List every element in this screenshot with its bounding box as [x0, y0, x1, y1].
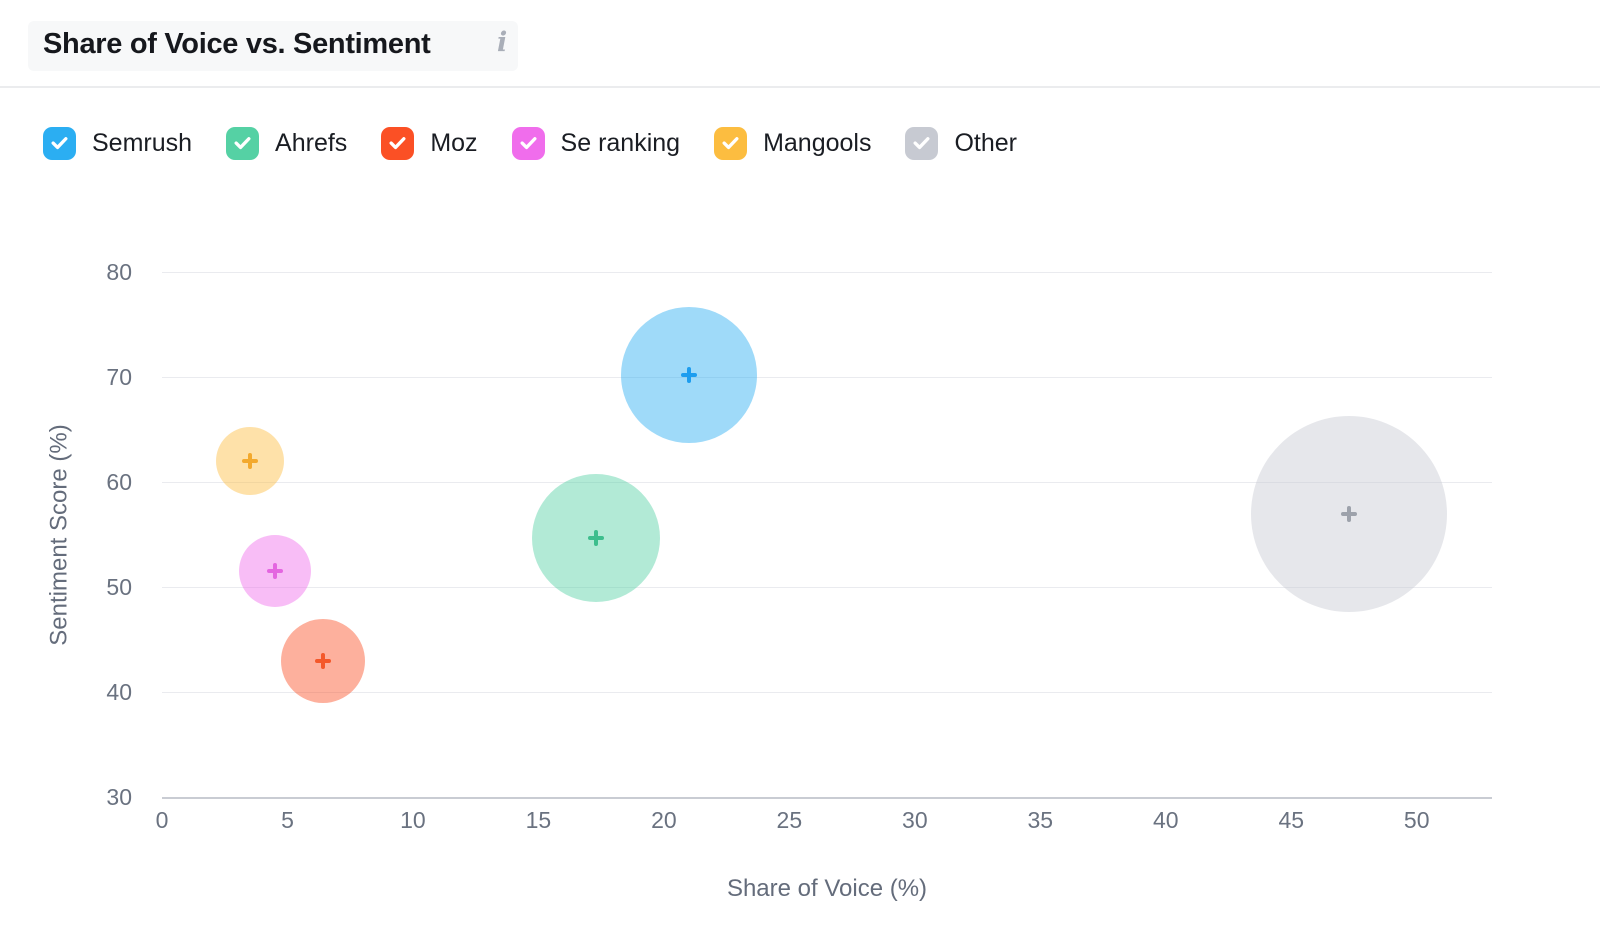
x-tick-label-20: 20: [651, 807, 677, 833]
gridline-y70: [162, 377, 1492, 378]
legend-label: Semrush: [92, 129, 193, 157]
y-tick-label-50: 50: [106, 574, 132, 600]
legend-item-semrush[interactable]: Semrush: [43, 127, 192, 160]
x-tick-label-10: 10: [400, 807, 426, 833]
legend-label: Moz: [430, 129, 478, 157]
legend-item-ahrefs[interactable]: Ahrefs: [226, 127, 347, 160]
checkbox-checked-icon[interactable]: [511, 127, 545, 160]
bubble-se-ranking[interactable]: [238, 535, 311, 608]
y-axis-title: Sentiment Score (%): [46, 423, 74, 646]
x-tick-label-15: 15: [525, 807, 552, 833]
x-tick-label-30: 30: [902, 807, 928, 833]
x-axis-baseline: [162, 797, 1492, 799]
x-tick-label-35: 35: [1027, 807, 1054, 833]
checkbox-checked-icon[interactable]: [381, 127, 415, 160]
plus-marker-icon: [266, 563, 283, 580]
plus-marker-icon: [588, 529, 605, 546]
y-axis-title-wrap: Sentiment Score (%): [44, 272, 76, 797]
info-icon[interactable]: i: [497, 27, 508, 58]
y-tick-label-80: 80: [106, 259, 132, 285]
page-title: Share of Voice vs. Sentiment: [43, 28, 431, 60]
plot-area: Share of Voice (%) 30 40 50 60 70 80 0 5 10 15 20 2…: [106, 259, 1492, 902]
y-tick-label-60: 60: [106, 469, 132, 495]
legend-label: Se ranking: [560, 129, 681, 157]
legend: Semrush Ahrefs Moz Se ranking Mangools Other: [43, 127, 1017, 160]
plus-marker-icon: [680, 366, 697, 383]
checkbox-checked-icon[interactable]: [43, 127, 76, 160]
legend-label: Mangools: [763, 129, 872, 157]
bubble-mangools[interactable]: [215, 427, 284, 495]
legend-label: Other: [954, 129, 1018, 157]
gridline-y50: [162, 587, 1492, 588]
legend-item-other[interactable]: Other: [905, 127, 1017, 160]
plus-marker-icon: [314, 652, 331, 669]
x-tick-label-40: 40: [1152, 807, 1179, 833]
bubble-other[interactable]: [1250, 415, 1447, 612]
y-tick-label-40: 40: [106, 679, 132, 705]
title-highlight: [28, 21, 518, 71]
gridline-y40: [162, 692, 1492, 693]
x-tick-label-50: 50: [1403, 807, 1430, 833]
legend-label: Ahrefs: [275, 129, 348, 157]
gridline-y60: [162, 482, 1492, 483]
legend-item-moz[interactable]: Moz: [381, 127, 478, 160]
legend-item-se-ranking[interactable]: Se ranking: [511, 127, 681, 160]
checkbox-checked-icon[interactable]: [714, 127, 748, 160]
header-divider: [0, 86, 1600, 88]
x-tick-label-0: 0: [155, 807, 169, 833]
bubble-moz[interactable]: [280, 618, 365, 703]
x-tick-label-45: 45: [1278, 807, 1305, 833]
plus-marker-icon: [241, 453, 258, 469]
checkbox-checked-icon[interactable]: [226, 127, 260, 160]
x-tick-label-5: 5: [281, 807, 294, 833]
bubble-ahrefs[interactable]: [532, 473, 661, 602]
x-axis-title: Share of Voice (%): [726, 875, 928, 902]
plus-marker-icon: [1340, 505, 1357, 522]
x-tick-label-25: 25: [776, 807, 803, 833]
checkbox-checked-icon[interactable]: [905, 127, 939, 160]
gridline-y80: [162, 272, 1492, 273]
y-tick-label-30: 30: [106, 784, 132, 810]
bubble-semrush[interactable]: [620, 306, 757, 443]
y-tick-label-70: 70: [106, 364, 132, 390]
legend-item-mangools[interactable]: Mangools: [714, 127, 871, 160]
